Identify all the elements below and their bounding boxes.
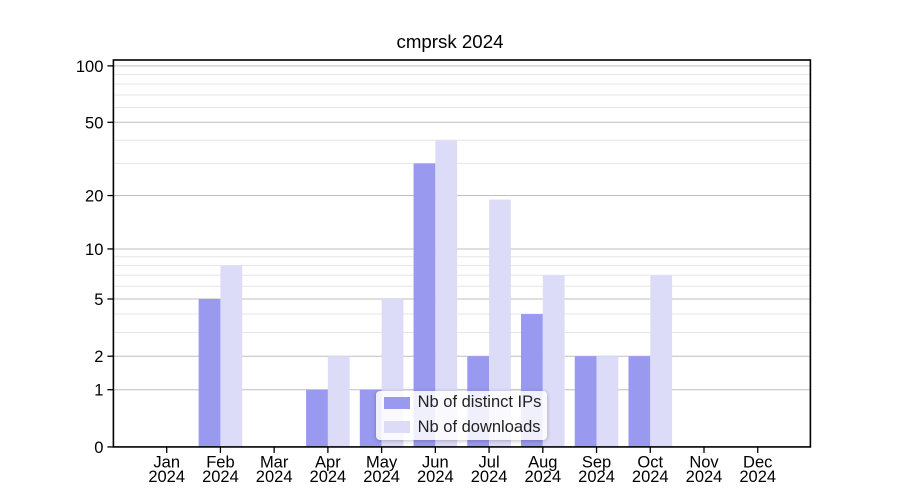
svg-text:2024: 2024 xyxy=(471,468,508,486)
svg-text:2024: 2024 xyxy=(256,468,293,486)
svg-text:2024: 2024 xyxy=(632,468,669,486)
svg-text:5: 5 xyxy=(94,291,103,309)
svg-text:2024: 2024 xyxy=(363,468,400,486)
svg-text:2024: 2024 xyxy=(686,468,723,486)
svg-text:10: 10 xyxy=(85,241,103,259)
svg-text:0: 0 xyxy=(94,439,103,457)
svg-text:2024: 2024 xyxy=(578,468,615,486)
svg-text:2024: 2024 xyxy=(739,468,776,486)
svg-text:2024: 2024 xyxy=(524,468,561,486)
svg-text:2024: 2024 xyxy=(417,468,454,486)
svg-text:2024: 2024 xyxy=(148,468,185,486)
svg-text:1: 1 xyxy=(94,382,103,400)
svg-text:20: 20 xyxy=(85,188,103,206)
svg-text:2024: 2024 xyxy=(310,468,347,486)
svg-text:50: 50 xyxy=(85,114,103,132)
svg-text:2: 2 xyxy=(94,348,103,366)
svg-text:cmprsk 2024: cmprsk 2024 xyxy=(397,31,504,52)
svg-text:2024: 2024 xyxy=(202,468,239,486)
svg-text:100: 100 xyxy=(76,58,104,76)
